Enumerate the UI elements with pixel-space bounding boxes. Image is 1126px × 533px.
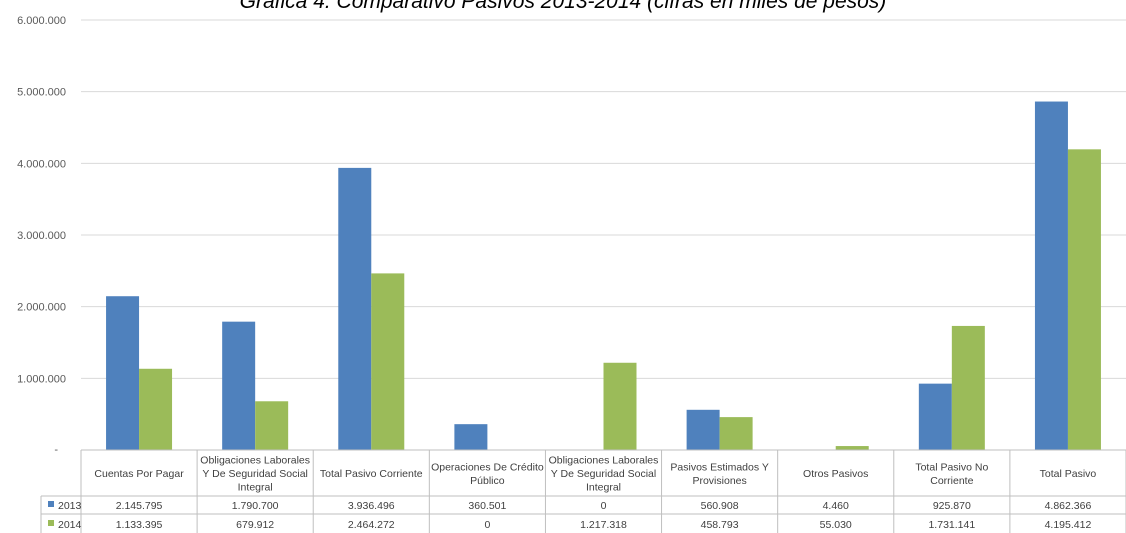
bar-2013-8 bbox=[918, 383, 952, 450]
legend-key-2014 bbox=[48, 520, 54, 526]
y-tick-label: 2.000.000 bbox=[17, 302, 66, 314]
table-value-2013: 1.790.700 bbox=[232, 500, 279, 512]
category-label: Integral bbox=[238, 482, 273, 494]
legend-label-2014: 2014 bbox=[58, 519, 82, 531]
legend-label-2013: 2013 bbox=[58, 500, 82, 512]
table-value-2013: 0 bbox=[601, 500, 607, 512]
bar-2013-2 bbox=[222, 321, 256, 450]
y-tick-label: 6.000.000 bbox=[17, 15, 66, 27]
table-value-2013: 4.862.366 bbox=[1045, 500, 1092, 512]
table-value-2013: 3.936.496 bbox=[348, 500, 395, 512]
category-label: Otros Pasivos bbox=[803, 468, 868, 480]
table-value-2013: 4.460 bbox=[823, 500, 849, 512]
bar-2013-3 bbox=[338, 167, 372, 450]
y-tick-label: 1.000.000 bbox=[17, 373, 66, 385]
bar-2013-6 bbox=[686, 409, 720, 450]
table-value-2014: 2.464.272 bbox=[348, 519, 395, 531]
category-label: Y De Seguridad Social bbox=[202, 468, 307, 480]
category-label: Total Pasivo bbox=[1040, 468, 1097, 480]
table-value-2014: 0 bbox=[484, 519, 490, 531]
category-label: Y De Seguridad Social bbox=[551, 468, 656, 480]
table-value-2013: 360.501 bbox=[468, 500, 506, 512]
category-label: Total Pasivo No bbox=[915, 461, 988, 473]
bar-2014-9 bbox=[1067, 149, 1101, 451]
y-tick-label: - bbox=[54, 444, 58, 456]
table-value-2013: 560.908 bbox=[701, 500, 739, 512]
bar-2014-8 bbox=[951, 325, 985, 450]
y-tick-label: 3.000.000 bbox=[17, 230, 66, 242]
bar-2014-2 bbox=[255, 401, 289, 450]
bar-2013-9 bbox=[1034, 101, 1068, 451]
category-label: Integral bbox=[586, 482, 621, 494]
bar-2014-6 bbox=[719, 417, 753, 450]
bar-2013-4 bbox=[454, 424, 488, 450]
table-value-2014: 679.912 bbox=[236, 519, 274, 531]
table-value-2013: 925.870 bbox=[933, 500, 971, 512]
table-value-2014: 4.195.412 bbox=[1045, 519, 1092, 531]
bar-2014-1 bbox=[139, 368, 173, 450]
y-tick-label: 5.000.000 bbox=[17, 87, 66, 99]
bar-2014-7 bbox=[835, 446, 869, 450]
category-label: Provisiones bbox=[692, 475, 746, 487]
bar-2014-3 bbox=[371, 273, 405, 450]
category-label: Total Pasivo Corriente bbox=[320, 468, 423, 480]
table-value-2014: 1.217.318 bbox=[580, 519, 627, 531]
y-tick-label: 4.000.000 bbox=[17, 158, 66, 170]
table-value-2013: 2.145.795 bbox=[116, 500, 163, 512]
category-label: Cuentas Por Pagar bbox=[94, 468, 184, 480]
category-label: Operaciones De Crédito bbox=[431, 461, 544, 473]
category-label: Público bbox=[470, 475, 505, 487]
category-label: Pasivos Estimados Y bbox=[670, 461, 768, 473]
category-label: Obligaciones Laborales bbox=[549, 455, 659, 467]
table-value-2014: 1.731.141 bbox=[928, 519, 975, 531]
bar-2014-5 bbox=[603, 362, 637, 450]
table-value-2014: 458.793 bbox=[701, 519, 739, 531]
legend-key-2013 bbox=[48, 501, 54, 507]
chart-title: Gráfica 4. Comparativo Pasivos 2013-2014… bbox=[239, 0, 887, 13]
category-label: Obligaciones Laborales bbox=[200, 455, 310, 467]
bar-2013-1 bbox=[106, 296, 140, 450]
table-value-2014: 55.030 bbox=[820, 519, 852, 531]
table-value-2014: 1.133.395 bbox=[116, 519, 163, 531]
category-label: Corriente bbox=[930, 475, 973, 487]
